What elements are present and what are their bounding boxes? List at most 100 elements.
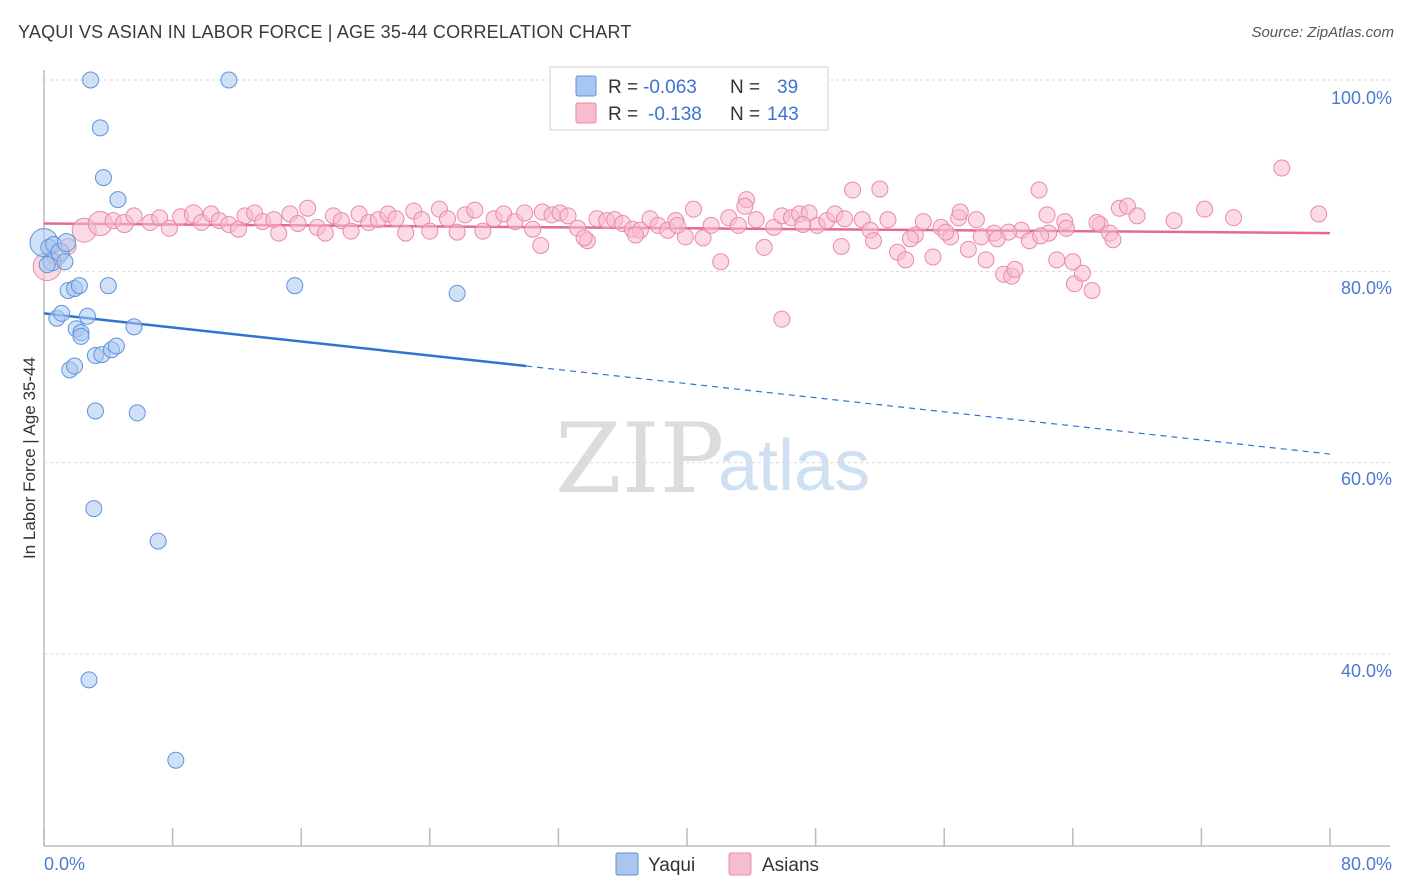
legend-n-label-1: N = — [730, 77, 760, 98]
yaqui-trend-extension — [526, 365, 1331, 455]
asian-point-45 — [474, 222, 492, 240]
yaqui-point-33 — [85, 500, 103, 518]
yaqui-point-5 — [56, 253, 74, 271]
asian-point-139 — [972, 228, 990, 246]
asian-point-134 — [794, 215, 812, 233]
asian-point-73 — [729, 216, 747, 234]
asian-point-92 — [897, 251, 915, 269]
bottom-legend-swatch-asians — [728, 852, 752, 876]
asian-point-113 — [1083, 281, 1101, 299]
asian-point-76 — [755, 238, 773, 256]
yaqui-point-35 — [80, 671, 98, 689]
asian-point-38 — [413, 211, 431, 229]
asian-point-107 — [1030, 181, 1048, 199]
axes — [43, 70, 1390, 847]
asian-point-124 — [773, 310, 791, 328]
series-legend: Yaqui Asians — [615, 852, 819, 876]
asian-point-90 — [879, 211, 897, 229]
asian-point-25 — [299, 199, 317, 217]
asian-point-100 — [967, 211, 985, 229]
yaqui-point-15 — [99, 277, 117, 295]
yaqui-point-31 — [86, 402, 104, 420]
yaqui-points — [29, 71, 466, 769]
asian-point-95 — [924, 248, 942, 266]
yaqui-point-6 — [57, 233, 77, 253]
asian-point-75 — [747, 211, 765, 229]
yaqui-point-16 — [286, 277, 304, 295]
legend-n-label-2: N = — [730, 104, 760, 125]
asian-point-145 — [988, 230, 1006, 248]
asian-point-86 — [844, 181, 862, 199]
yaqui-point-13 — [94, 169, 112, 187]
asian-point-94 — [914, 213, 932, 231]
asian-point-120 — [1196, 200, 1214, 218]
y-tick-label-40: 40.0% — [1341, 661, 1392, 681]
asian-point-35 — [387, 210, 405, 228]
yaqui-point-34 — [149, 532, 167, 550]
asian-point-69 — [694, 229, 712, 247]
asian-point-39 — [421, 222, 439, 240]
bottom-legend-yaqui: Yaqui — [648, 855, 695, 876]
yaqui-point-14 — [109, 191, 127, 209]
stats-legend: R = -0.063 N = 39 R = -0.138 N = 143 — [549, 66, 829, 131]
asian-point-10 — [160, 219, 178, 237]
yaqui-trend-line — [43, 312, 527, 368]
y-tick-label-100: 100.0% — [1331, 88, 1392, 108]
asian-point-101 — [977, 251, 995, 269]
yaqui-point-9 — [70, 277, 88, 295]
asian-point-24 — [289, 215, 307, 232]
y-axis-label: In Labor Force | Age 35-44 — [20, 357, 39, 559]
asian-point-85 — [836, 210, 854, 228]
watermark-zip: ZIP — [555, 403, 724, 515]
asian-point-71 — [712, 253, 730, 271]
asian-point-143 — [1088, 214, 1106, 232]
asian-point-118 — [1128, 207, 1146, 225]
yaqui-point-12 — [91, 119, 109, 137]
asian-point-89 — [871, 180, 889, 198]
asian-point-141 — [1032, 227, 1050, 245]
yaqui-point-37 — [38, 256, 56, 274]
asian-point-140 — [1006, 260, 1024, 278]
x-tick-label-min: 0.0% — [44, 854, 85, 874]
asian-point-121 — [1225, 209, 1243, 227]
asian-point-41 — [438, 210, 456, 228]
asian-point-99 — [959, 240, 977, 258]
bottom-legend-swatch-yaqui — [615, 852, 639, 876]
asian-point-108 — [1038, 206, 1056, 224]
asian-point-129 — [1064, 253, 1082, 271]
asian-point-54 — [559, 207, 577, 225]
x-tick-label-max: 80.0% — [1341, 854, 1392, 874]
yaqui-point-30 — [66, 357, 84, 375]
yaqui-point-11 — [220, 71, 238, 89]
asian-point-7 — [125, 207, 143, 225]
asian-point-142 — [1057, 219, 1075, 237]
asian-point-125 — [736, 197, 754, 215]
asian-point-144 — [937, 223, 955, 241]
asian-point-135 — [832, 237, 850, 255]
yaqui-point-36 — [167, 751, 185, 769]
yaqui-point-19 — [53, 304, 71, 322]
asian-point-138 — [951, 203, 969, 221]
asian-point-70 — [702, 216, 720, 234]
asian-point-50 — [524, 220, 542, 238]
asian-point-27 — [316, 224, 334, 242]
asian-point-137 — [901, 230, 919, 248]
asian-points — [32, 159, 1328, 328]
bottom-legend-asians: Asians — [762, 855, 819, 876]
chart-title: YAQUI VS ASIAN IN LABOR FORCE | AGE 35-4… — [18, 22, 632, 42]
grid-lines — [44, 79, 1390, 655]
yaqui-point-17 — [448, 284, 466, 302]
asian-point-9 — [151, 209, 169, 227]
asian-point-77 — [765, 218, 783, 236]
legend-n-value-2: 143 — [767, 104, 799, 125]
asian-point-30 — [342, 222, 360, 240]
asian-point-122 — [1273, 159, 1291, 177]
asian-point-127 — [1104, 231, 1122, 249]
asian-point-22 — [270, 224, 288, 242]
legend-r-label-2: R = — [608, 104, 638, 125]
chart-source: Source: ZipAtlas.com — [1251, 24, 1394, 41]
asian-point-44 — [466, 201, 484, 219]
y-tick-label-80: 80.0% — [1341, 278, 1392, 298]
legend-r-label-1: R = — [608, 77, 638, 98]
